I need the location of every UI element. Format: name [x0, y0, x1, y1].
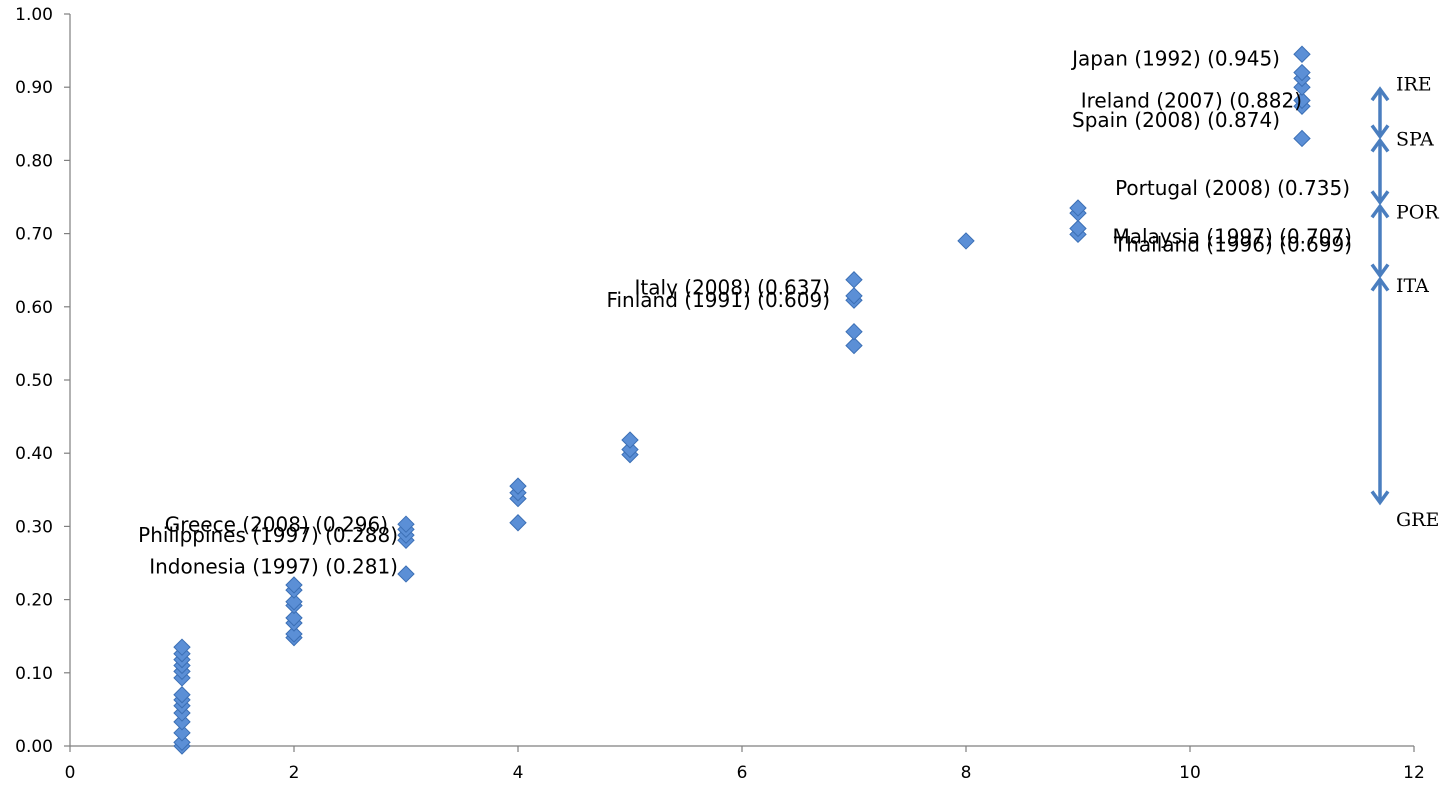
data-point: [173, 713, 191, 731]
x-tick-label: 6: [737, 763, 748, 783]
point-annotation: Indonesia (1997) (0.281): [149, 554, 398, 578]
range-arrow-head: [1370, 490, 1390, 506]
point-annotation: Portugal (2008) (0.735): [1115, 176, 1350, 200]
point-annotation: Philippines (1997) (0.288): [138, 523, 398, 547]
y-tick-label: 0.40: [15, 444, 53, 464]
y-tick-label: 0.70: [15, 225, 53, 245]
data-point: [285, 593, 303, 611]
y-tick-label: 0.60: [15, 298, 53, 318]
range-arrow-head: [1370, 137, 1390, 153]
y-tick-label: 0.30: [15, 517, 53, 537]
data-points: [173, 45, 1311, 755]
range-arrow-head: [1370, 203, 1390, 219]
data-point: [173, 638, 191, 656]
range-label: ITA: [1396, 275, 1429, 297]
data-point: [621, 440, 639, 459]
y-tick-label: 0.10: [15, 664, 53, 684]
x-axis-ticks: 0 2 4 6 8 10 12: [65, 746, 1425, 783]
x-tick-label: 8: [961, 763, 972, 783]
data-point: [1293, 129, 1311, 148]
x-tick-label: 10: [1179, 763, 1201, 783]
point-annotation: Greece (2008) (0.296): [165, 512, 388, 536]
point-annotation: Japan (1992) (0.945): [1070, 46, 1280, 70]
range-arrow-head: [1370, 190, 1390, 206]
point-annotation: Ireland (2007) (0.882): [1081, 88, 1302, 112]
y-tick-label: 0.00: [15, 737, 53, 757]
range-label: SPA: [1396, 128, 1434, 150]
data-point: [1293, 91, 1311, 110]
x-tick-label: 0: [65, 763, 76, 783]
data-point: [1069, 199, 1087, 217]
data-point: [1069, 219, 1087, 238]
data-point: [285, 609, 303, 627]
data-point: [621, 431, 639, 449]
y-tick-label: 0.90: [15, 78, 53, 98]
point-annotation: Italy (2008) (0.637): [635, 276, 830, 300]
data-point: [397, 515, 415, 533]
range-labels: IRE SPA POR ITA GRE: [1396, 74, 1439, 532]
data-point: [509, 477, 527, 495]
point-annotation: Malaysia (1997) (0.707): [1113, 224, 1352, 248]
range-label: GRE: [1396, 509, 1439, 531]
data-point: [845, 271, 863, 289]
data-point: [397, 565, 415, 583]
range-arrow-head: [1370, 263, 1390, 279]
data-point: [845, 336, 863, 355]
data-point: [957, 232, 975, 250]
data-point: [845, 322, 863, 341]
y-tick-label: 0.20: [15, 591, 53, 611]
data-point: [285, 576, 303, 594]
range-arrow-head: [1370, 124, 1390, 140]
x-tick-label: 12: [1403, 763, 1425, 783]
y-tick-label: 1.00: [15, 5, 53, 25]
data-point: [509, 514, 527, 532]
y-tick-label: 0.80: [15, 151, 53, 171]
point-annotation: Finland (1991) (0.609): [606, 288, 830, 312]
point-annotation: Thailand (1996) (0.699): [1113, 232, 1352, 256]
range-arrows: [1370, 86, 1390, 506]
data-point: [173, 686, 191, 704]
x-tick-label: 2: [289, 763, 300, 783]
data-point: [845, 287, 863, 305]
data-point: [1293, 63, 1311, 82]
range-arrow-head: [1370, 276, 1390, 292]
data-point: [173, 724, 191, 742]
point-annotations: Japan (1992) (0.945) Ireland (2007) (0.88…: [138, 46, 1352, 578]
range-label: IRE: [1396, 74, 1432, 96]
data-point: [285, 625, 303, 643]
range-arrow-head: [1370, 86, 1390, 102]
range-label: POR: [1396, 202, 1439, 224]
data-point: [173, 733, 191, 752]
y-axis-ticks: 0.00 0.10 0.20 0.30 0.40 0.50 0.60 0.70 0.80 0.90…: [15, 5, 70, 757]
y-tick-label: 0.50: [15, 371, 53, 391]
x-tick-label: 4: [513, 763, 524, 783]
data-point: [1293, 45, 1311, 63]
data-point: [1293, 78, 1311, 96]
point-annotation: Spain (2008) (0.874): [1072, 108, 1280, 132]
